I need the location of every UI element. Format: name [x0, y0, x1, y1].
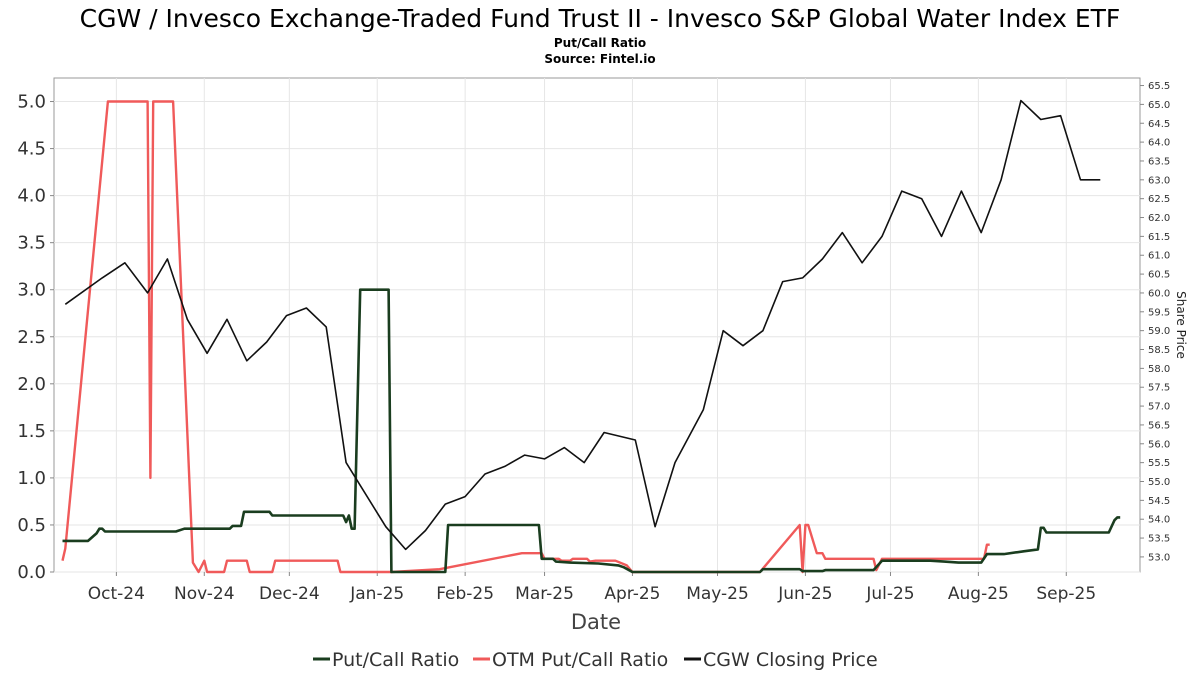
x-tick-label: Mar-25	[515, 584, 574, 604]
y2-tick-label: 55.5	[1148, 458, 1170, 469]
series-line-cgw-closing-price	[64, 99, 1101, 551]
y-tick-label: 0.5	[17, 515, 46, 536]
y2-tick-label: 60.5	[1148, 270, 1170, 281]
series-layer	[61, 99, 1121, 574]
legend: Put/Call Ratio OTM Put/Call Ratio CGW Clos…	[313, 649, 878, 671]
x-tick-label: Jun-25	[777, 584, 832, 604]
y2-tick-label: 59.0	[1148, 326, 1170, 337]
legend-label: CGW Closing Price	[703, 649, 878, 671]
y2-tick-label: 63.0	[1148, 175, 1170, 186]
y-tick-label: 4.5	[17, 139, 46, 160]
y2-tick-label: 54.5	[1148, 496, 1170, 507]
y2-tick-label: 58.5	[1148, 345, 1170, 356]
y2-tick-label: 63.5	[1148, 156, 1170, 167]
legend-item: OTM Put/Call Ratio	[473, 649, 668, 671]
y2-tick-label: 56.0	[1148, 439, 1170, 450]
y2-axis-label: Share Price	[1174, 291, 1188, 359]
y-tick-label: 4.0	[17, 186, 46, 207]
y2-tick-label: 57.0	[1148, 402, 1170, 413]
y2-tick-label: 65.5	[1148, 81, 1170, 92]
y2-tick-label: 57.5	[1148, 383, 1170, 394]
y2-tick-label: 64.0	[1148, 138, 1170, 149]
y-tick-label: 5.0	[17, 92, 46, 113]
x-tick-label: Nov-24	[174, 584, 235, 604]
y2-tick-label: 58.0	[1148, 364, 1170, 375]
y-tick-label: 3.0	[17, 280, 46, 301]
x-axis: Oct-24 Nov-24 Dec-24 Jan-25 Feb-25 Mar-25 Apr-…	[88, 572, 1096, 604]
y2-tick-label: 56.5	[1148, 420, 1170, 431]
y-tick-label: 2.5	[17, 327, 46, 348]
y-tick-label: 1.5	[17, 421, 46, 442]
x-tick-label: May-25	[686, 584, 749, 604]
y2-tick-label: 61.0	[1148, 251, 1170, 262]
x-tick-label: Feb-25	[436, 584, 494, 604]
y2-tick-label: 54.0	[1148, 515, 1170, 526]
legend-item: CGW Closing Price	[684, 649, 878, 671]
x-tick-label: Jul-25	[865, 584, 914, 604]
series-line-put-call-ratio	[62, 288, 1121, 574]
x-tick-label: Dec-24	[259, 584, 320, 604]
x-tick-label: Jan-25	[349, 584, 404, 604]
y2-tick-label: 53.0	[1148, 552, 1170, 563]
y-tick-label: 0.0	[17, 562, 46, 583]
y-tick-label: 2.0	[17, 374, 46, 395]
legend-item: Put/Call Ratio	[313, 649, 459, 671]
x-tick-label: Oct-24	[88, 584, 145, 604]
plot-area	[53, 77, 1141, 573]
y2-tick-label: 53.5	[1148, 534, 1170, 545]
y2-tick-label: 60.0	[1148, 288, 1170, 299]
left-y-axis: 0.0 0.5 1.0 1.5 2.0 2.5 3.0 3.5 4.0 4.5 5.0	[17, 92, 54, 583]
x-tick-label: Apr-25	[604, 584, 660, 604]
y2-tick-label: 62.0	[1148, 213, 1170, 224]
y2-tick-label: 61.5	[1148, 232, 1170, 243]
y-tick-label: 1.0	[17, 468, 46, 489]
x-tick-label: Aug-25	[948, 584, 1009, 604]
x-axis-label: Date	[571, 610, 621, 634]
y2-tick-label: 62.5	[1148, 194, 1170, 205]
y2-tick-label: 64.5	[1148, 119, 1170, 130]
legend-label: Put/Call Ratio	[332, 649, 459, 671]
right-y-axis: 53.0 53.5 54.0 54.5 55.0 55.5 56.0 56.5 57.0 57.5…	[1140, 81, 1170, 563]
x-tick-label: Sep-25	[1036, 584, 1096, 604]
y-tick-label: 3.5	[17, 233, 46, 254]
y2-tick-label: 55.0	[1148, 477, 1170, 488]
y2-tick-label: 59.5	[1148, 307, 1170, 318]
chart-subtitle: Put/Call Ratio	[554, 36, 646, 50]
y2-tick-label: 65.0	[1148, 100, 1170, 111]
chart-source: Source: Fintel.io	[544, 52, 655, 66]
chart-title: CGW / Invesco Exchange-Traded Fund Trust…	[80, 4, 1121, 33]
legend-label: OTM Put/Call Ratio	[492, 649, 668, 671]
